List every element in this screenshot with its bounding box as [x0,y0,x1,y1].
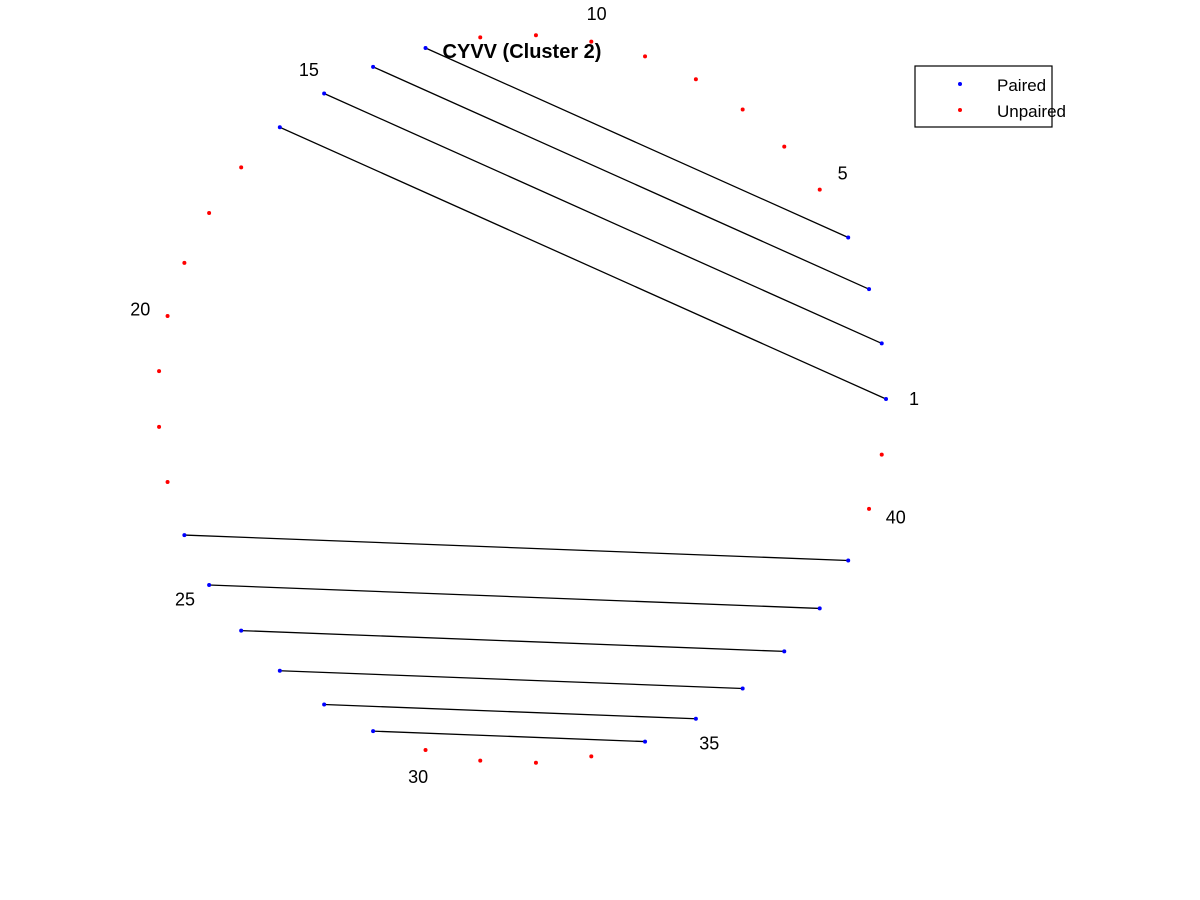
pair-line-26-37 [241,629,785,653]
paired-point-36 [740,686,745,691]
pair-lines-group [184,47,887,743]
position-label-10: 10 [587,4,607,24]
unpaired-point-10 [589,39,594,44]
paired-point-39 [846,558,851,563]
pair-line-4-13 [425,47,849,239]
paired-point-1 [884,397,888,401]
unpaired-point-32 [533,760,538,765]
legend-label-paired: Paired [997,76,1046,95]
paired-point-28 [322,702,327,707]
legend-marker-unpaired [958,108,962,112]
paired-point-13 [423,46,428,51]
legend-marker-paired [958,82,962,86]
paired-point-25 [207,583,212,588]
legend-label-unpaired: Unpaired [997,102,1066,121]
pair-line-2-15 [323,92,882,345]
pair-line-28-35 [324,703,696,720]
unpaired-point-8 [693,77,698,82]
paired-point-27 [277,668,282,673]
unpaired-point-19 [182,260,187,265]
paired-point-16 [277,125,282,130]
position-label-35: 35 [699,733,719,753]
unpaired-point-9 [643,54,648,59]
unpaired-point-30 [423,747,428,752]
paired-point-35 [693,716,698,721]
pair-line-29-34 [373,730,646,743]
position-label-30: 30 [408,767,428,787]
position-points-group [157,33,888,765]
pair-line-24-39 [184,534,849,562]
chart-title: CYVV (Cluster 2) [443,41,602,63]
unpaired-point-5 [817,187,822,192]
unpaired-point-12 [478,35,483,40]
unpaired-point-33 [589,754,594,759]
paired-point-24 [182,533,187,538]
paired-point-3 [867,287,872,292]
unpaired-point-17 [239,165,244,170]
unpaired-point-7 [740,107,745,112]
unpaired-point-23 [165,479,170,484]
paired-point-2 [879,341,884,346]
pair-line-1-16 [279,126,887,400]
paired-point-4 [846,235,851,240]
legend-box [914,65,1053,128]
unpaired-point-31 [478,758,483,763]
paired-point-37 [782,649,787,654]
position-label-40: 40 [886,507,906,527]
position-label-25: 25 [175,589,195,609]
position-label-20: 20 [130,300,150,320]
paired-point-26 [239,628,244,633]
unpaired-point-41 [879,452,884,457]
pair-line-25-38 [209,584,820,610]
pair-line-3-14 [372,66,870,290]
position-label-5: 5 [838,163,848,183]
legend: Paired Unpaired [914,65,1066,128]
paired-point-38 [817,606,822,611]
paired-point-15 [322,91,327,96]
position-label-15: 15 [299,60,319,80]
unpaired-point-11 [533,33,538,38]
unpaired-point-22 [157,424,162,429]
unpaired-point-40 [867,506,872,511]
unpaired-point-18 [207,210,212,215]
unpaired-point-20 [165,314,170,319]
paired-point-34 [643,739,648,744]
unpaired-point-21 [157,369,162,374]
unpaired-point-6 [782,144,787,149]
position-label-1: 1 [909,389,919,409]
paired-point-14 [371,64,376,69]
paired-point-29 [371,729,376,734]
pair-line-27-36 [279,670,743,690]
